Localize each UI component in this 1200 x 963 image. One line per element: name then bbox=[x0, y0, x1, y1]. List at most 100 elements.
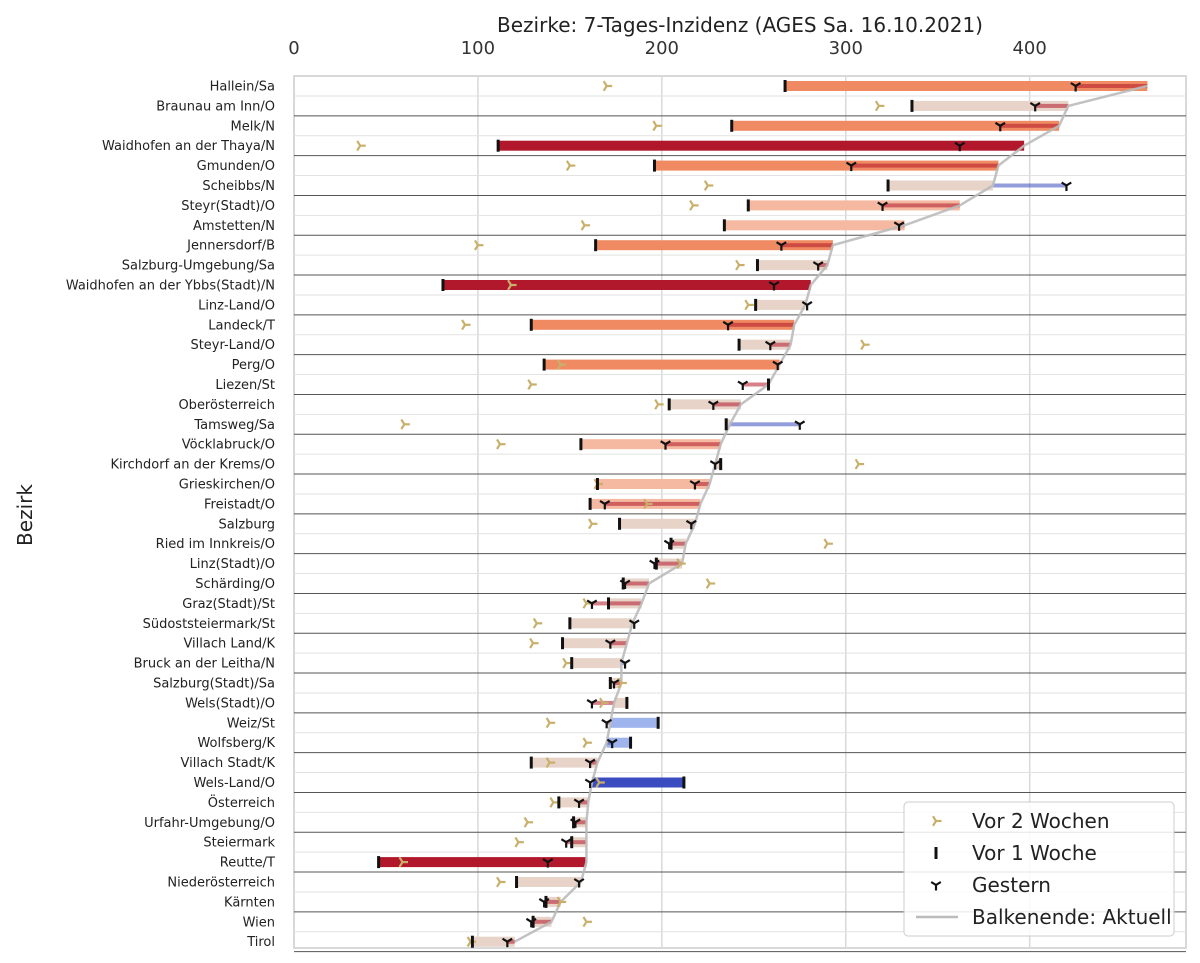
bar bbox=[888, 180, 993, 191]
category-label: Amstetten/N bbox=[193, 219, 275, 234]
x-tick-label: 100 bbox=[461, 38, 495, 59]
two-weeks-marker bbox=[588, 518, 598, 530]
y-axis-label: Bezirk bbox=[13, 484, 37, 546]
two-weeks-marker bbox=[582, 737, 592, 749]
bar bbox=[571, 658, 622, 669]
bar-change-segment bbox=[669, 541, 686, 546]
category-label: Wels-Land/O bbox=[194, 776, 275, 791]
two-weeks-marker bbox=[595, 777, 605, 788]
yesterday-marker bbox=[1061, 181, 1072, 191]
two-weeks-marker bbox=[400, 418, 410, 430]
yesterday-marker bbox=[685, 519, 697, 530]
bar bbox=[591, 777, 684, 788]
category-label: Steyr-Land/O bbox=[190, 338, 275, 353]
category-label: Landeck/T bbox=[208, 318, 275, 333]
category-label: Braunau am Inn/O bbox=[156, 99, 275, 114]
two-weeks-marker bbox=[529, 637, 539, 649]
bar bbox=[544, 359, 780, 370]
category-label: Gmunden/O bbox=[197, 159, 275, 174]
bar bbox=[785, 81, 1148, 91]
bar-change-segment bbox=[713, 402, 741, 407]
bar-change-segment bbox=[992, 183, 1067, 188]
category-label: Linz(Stadt)/O bbox=[190, 557, 275, 572]
yesterday-marker bbox=[812, 261, 824, 271]
yesterday-marker bbox=[570, 818, 581, 828]
legend-label: Gestern bbox=[972, 873, 1051, 897]
bar bbox=[669, 399, 741, 410]
bar-change-segment bbox=[507, 939, 515, 944]
bar bbox=[726, 419, 730, 430]
bar-change-segment bbox=[728, 322, 795, 327]
yesterday-marker bbox=[584, 778, 596, 788]
legend-label: Vor 1 Woche bbox=[972, 841, 1097, 865]
yesterday-marker bbox=[573, 798, 585, 808]
category-label: Grieskirchen/O bbox=[179, 478, 275, 493]
two-weeks-marker bbox=[556, 896, 567, 908]
category-label: Steiermark bbox=[203, 836, 275, 851]
yesterday-marker bbox=[586, 599, 598, 609]
yesterday-marker bbox=[775, 241, 787, 251]
yesterday-marker bbox=[794, 420, 806, 430]
y-gridlines bbox=[294, 95, 1186, 953]
bar bbox=[606, 737, 631, 748]
category-label: Südoststeiermark/St bbox=[143, 617, 275, 632]
bar-change-segment bbox=[665, 442, 721, 447]
yesterday-marker bbox=[722, 320, 734, 331]
bar bbox=[755, 299, 806, 310]
category-label: Urfahr-Umgebung/O bbox=[144, 816, 275, 831]
yesterday-marker bbox=[619, 659, 631, 669]
yesterday-marker bbox=[649, 559, 660, 570]
category-label: Waidhofen an der Ybbs(Stadt)/N bbox=[66, 279, 275, 294]
category-labels: Hallein/Sa Braunau am Inn/O Melk/N Waidhofe… bbox=[66, 80, 276, 951]
category-label: Vöcklabruck/O bbox=[182, 438, 275, 453]
bar-change-segment bbox=[547, 860, 587, 865]
bar-change-segment bbox=[729, 422, 800, 427]
category-label: Liezen/St bbox=[215, 378, 275, 393]
bar-change-segment bbox=[590, 760, 598, 765]
category-label: Graz(Stadt)/St bbox=[182, 597, 275, 612]
category-label: Scheibbs/N bbox=[202, 179, 275, 194]
category-label: Salzburg bbox=[218, 517, 275, 532]
yesterday-marker bbox=[663, 539, 675, 550]
yesterday-marker bbox=[707, 400, 719, 410]
two-weeks-marker bbox=[356, 140, 366, 152]
category-label: Linz-Land/O bbox=[198, 298, 275, 313]
two-weeks-marker bbox=[582, 916, 592, 928]
category-label: Wels(Stadt)/O bbox=[185, 696, 275, 711]
bar bbox=[731, 120, 1060, 131]
yesterday-marker bbox=[584, 758, 596, 769]
category-label: Wien bbox=[243, 915, 275, 930]
category-label: Bruck an der Leitha/N bbox=[134, 657, 275, 672]
bar-change-segment bbox=[959, 143, 1025, 148]
two-weeks-marker bbox=[461, 319, 471, 331]
category-label: Kärnten bbox=[224, 895, 275, 910]
yesterday-marker bbox=[709, 460, 721, 470]
bar bbox=[739, 339, 791, 350]
category-label: Ried im Innkreis/O bbox=[156, 537, 275, 552]
legend-box bbox=[903, 801, 1175, 937]
bar bbox=[531, 319, 795, 330]
yesterday-marker bbox=[1070, 82, 1082, 92]
yesterday-marker bbox=[599, 499, 611, 510]
category-label: Reutte/T bbox=[220, 856, 275, 871]
bar bbox=[580, 439, 721, 450]
legend-two-weeks-swatch bbox=[932, 815, 942, 827]
bar-change-segment bbox=[1075, 84, 1148, 88]
bar-change-segment bbox=[851, 163, 999, 168]
category-label: Jennersdorf/B bbox=[186, 239, 275, 254]
two-weeks-marker bbox=[545, 717, 556, 729]
bar-change-segment bbox=[566, 840, 587, 845]
yesterday-marker bbox=[560, 838, 572, 848]
bar bbox=[595, 240, 833, 251]
bar bbox=[757, 260, 828, 271]
two-weeks-marker bbox=[705, 578, 716, 589]
two-weeks-marker bbox=[527, 379, 537, 390]
yesterday-marker bbox=[954, 141, 966, 152]
category-label: Freistadt/O bbox=[204, 497, 275, 512]
category-label: Villach Land/K bbox=[183, 637, 275, 652]
two-weeks-marker bbox=[514, 836, 524, 848]
bar bbox=[558, 797, 589, 808]
legend-label: Balkenende: Aktuell bbox=[972, 905, 1172, 929]
category-label: Schärding/O bbox=[195, 577, 275, 592]
markers bbox=[356, 80, 1082, 948]
